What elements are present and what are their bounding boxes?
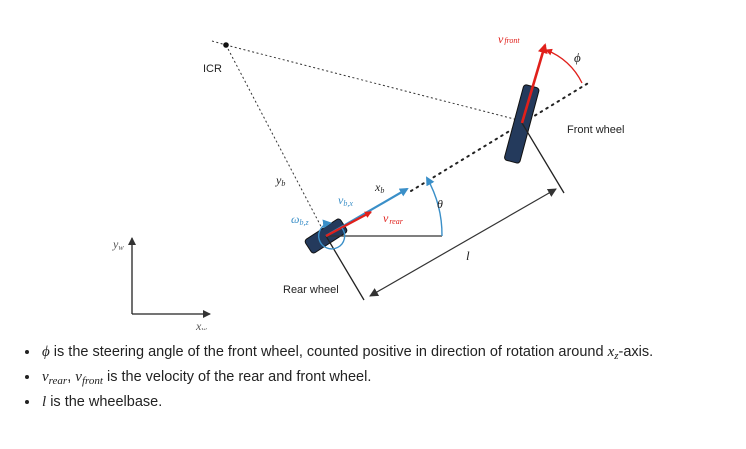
phi-arc xyxy=(545,48,583,84)
bicycle-model-diagram: ICR θ ϕ l vfront Front wheel Rear wheel … xyxy=(112,32,624,330)
front-wheel-normal xyxy=(521,122,565,194)
icr-label: ICR xyxy=(203,63,222,75)
v-front-label: vfront xyxy=(498,32,520,46)
front-wheel xyxy=(504,84,540,164)
rear-wheel-normal xyxy=(325,235,365,301)
v-rear-label: vrear xyxy=(383,211,404,226)
y-w-label: yw xyxy=(112,237,124,252)
wheelbase-dimension xyxy=(369,188,557,297)
y-b-label: yb xyxy=(275,173,285,188)
x-w-label: xw xyxy=(195,319,207,330)
front-wheel-label: Front wheel xyxy=(567,124,624,136)
v-bx-label: vb,x xyxy=(338,193,353,208)
note-velocities: vrear, vfront is the velocity of the rea… xyxy=(40,365,740,390)
theta-label: θ xyxy=(437,197,443,211)
note-wheelbase: l is the wheelbase. xyxy=(40,390,740,414)
rear-wheel-label: Rear wheel xyxy=(283,284,339,296)
icr-line-to-rear xyxy=(225,44,327,237)
icr-point xyxy=(223,42,229,48)
v-front-arrow xyxy=(520,43,548,124)
icr-line-to-front xyxy=(225,44,523,122)
notes-list: ϕ is the steering angle of the front whe… xyxy=(22,340,740,414)
phi-label: ϕ xyxy=(574,50,581,65)
omega-arc xyxy=(318,219,346,250)
wheelbase-label: l xyxy=(466,248,470,263)
x-b-label: xb xyxy=(374,180,384,195)
v-rear-arrow xyxy=(325,210,372,238)
omega-bz-label: ωb,z xyxy=(291,212,309,227)
vehicle-axis-line xyxy=(410,81,591,192)
note-steering-angle: ϕ is the steering angle of the front whe… xyxy=(40,340,740,365)
